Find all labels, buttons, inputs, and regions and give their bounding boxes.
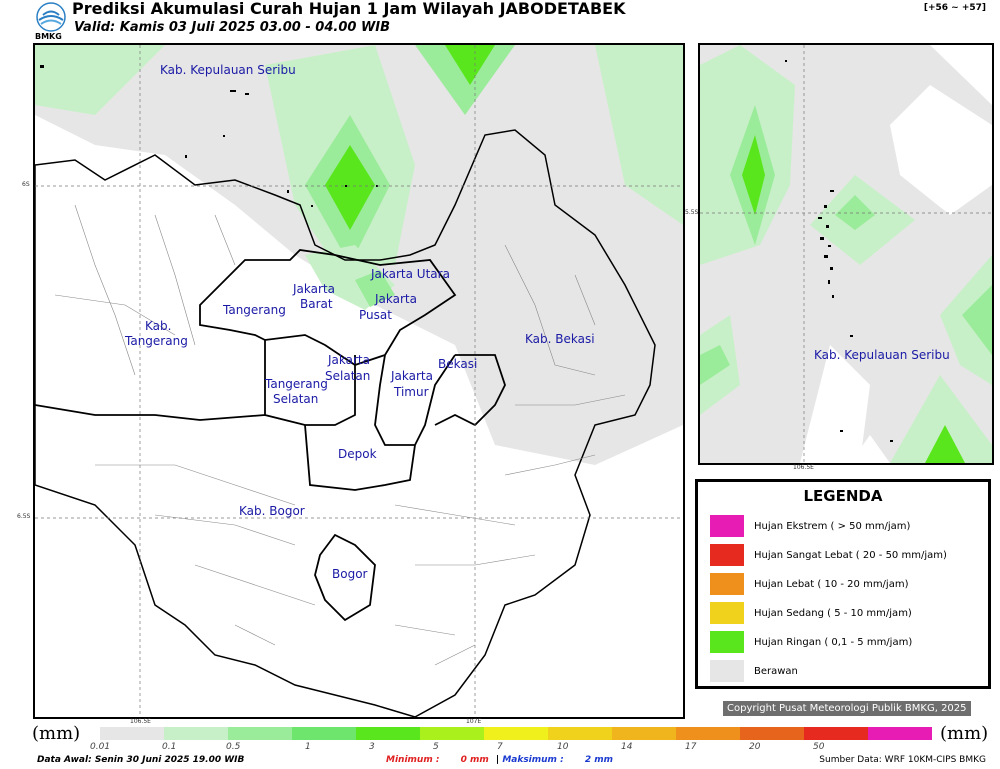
label-kab-bekasi: Kab. Bekasi — [525, 332, 595, 346]
scale-bin — [228, 727, 292, 740]
scale-tick: 1 — [305, 742, 311, 752]
label-kab-tangerang-2: Tangerang — [124, 334, 188, 348]
label-tangerang-selatan: Tangerang — [264, 377, 328, 391]
legend-label: Hujan Sangat Lebat ( 20 - 50 mm/jam) — [754, 549, 947, 561]
legend-swatch — [710, 573, 744, 595]
scale-bin — [548, 727, 612, 740]
grid-label-lon-107e: 107E — [466, 718, 482, 725]
label-jakarta-utara: Jakarta Utara — [370, 267, 450, 281]
scale-tick: 14 — [621, 742, 633, 752]
minimum-label: Minimum : — [386, 755, 440, 765]
forecast-code: [+56 ~ +57] — [923, 3, 986, 13]
inset-map: Kab. Kepulauan Seribu — [698, 43, 994, 465]
page-title: Prediksi Akumulasi Curah Hujan 1 Jam Wil… — [72, 0, 626, 18]
legend-item-sangat-lebat: Hujan Sangat Lebat ( 20 - 50 mm/jam) — [710, 543, 947, 567]
legend-swatch — [710, 660, 744, 682]
inset-grid-label-lat: 5.5S — [685, 209, 699, 216]
legend-swatch — [710, 515, 744, 537]
scale-tick: 17 — [685, 742, 697, 752]
scale-tick: 0.1 — [162, 742, 177, 752]
legend-label: Hujan Ekstrem ( > 50 mm/jam) — [754, 520, 911, 532]
scale-bin — [868, 727, 932, 740]
legend-swatch — [710, 602, 744, 624]
inset-graticule — [700, 45, 992, 463]
footer-data-awal: Data Awal: Senin 30 Juni 2025 19.00 WIB — [37, 755, 245, 765]
legend-swatch — [710, 544, 744, 566]
inset-label-kepulauan-seribu: Kab. Kepulauan Seribu — [814, 348, 950, 362]
label-tangerang: Tangerang — [222, 303, 286, 317]
legend: LEGENDA Hujan Ekstrem ( > 50 mm/jam) Huj… — [695, 479, 991, 689]
scale-bin — [356, 727, 420, 740]
scale-tick: 7 — [497, 742, 503, 752]
scale-bin — [484, 727, 548, 740]
admin-boundaries — [35, 249, 506, 622]
scale-bin — [740, 727, 804, 740]
copyright: Copyright Pusat Meteorologi Publik BMKG,… — [723, 701, 971, 716]
legend-item-sedang: Hujan Sedang ( 5 - 10 mm/jam) — [710, 601, 912, 625]
legend-label: Hujan Ringan ( 0,1 - 5 mm/jam) — [754, 636, 913, 648]
scale-bin — [804, 727, 868, 740]
scale-tick: 10 — [557, 742, 569, 752]
maximum-label: Maksimum : — [502, 755, 564, 765]
legend-item-ringan: Hujan Ringan ( 0,1 - 5 mm/jam) — [710, 630, 912, 654]
label-kab-bogor: Kab. Bogor — [239, 504, 305, 518]
inset-islands — [785, 60, 893, 442]
scale-bin — [420, 727, 484, 740]
legend-label: Hujan Sedang ( 5 - 10 mm/jam) — [754, 607, 912, 619]
maximum-value: 2 mm — [584, 755, 613, 765]
label-jakarta-timur-2: Timur — [393, 385, 429, 399]
legend-item-ekstrem: Hujan Ekstrem ( > 50 mm/jam) — [710, 514, 910, 538]
main-map: Kab. Kepulauan Seribu Jakarta Utara Jaka… — [33, 43, 685, 719]
label-jakarta-pusat-2: Pusat — [359, 308, 392, 322]
graticule — [35, 45, 683, 717]
land-outline — [35, 129, 656, 717]
scale-tick: 5 — [433, 742, 439, 752]
label-jakarta-pusat: Jakarta — [374, 292, 417, 306]
legend-title: LEGENDA — [803, 487, 883, 505]
label-tangerang-selatan-2: Selatan — [273, 392, 318, 406]
label-bogor: Bogor — [332, 567, 368, 581]
label-jakarta-selatan: Jakarta — [327, 353, 370, 367]
label-jakarta-selatan-2: Selatan — [325, 369, 370, 383]
bmkg-logo — [34, 2, 68, 32]
inset-grid-label-lon: 106.5E — [793, 464, 814, 471]
valid-period: Valid: Kamis 03 Juli 2025 03.00 - 04.00 … — [74, 20, 391, 35]
scale-bin — [164, 727, 228, 740]
grid-label-lon-106-5e: 106.5E — [130, 718, 151, 725]
label-jakarta-barat: Jakarta — [292, 282, 335, 296]
label-jakarta-timur: Jakarta — [390, 369, 433, 383]
label-jakarta-barat-2: Barat — [300, 297, 333, 311]
legend-label: Hujan Lebat ( 10 - 20 mm/jam) — [754, 578, 909, 590]
minimum-value: 0 mm — [460, 755, 489, 765]
grid-label-lat-6-5s: 6.5S — [17, 513, 31, 520]
scale-tick: 0.01 — [90, 742, 111, 752]
scale-bin — [612, 727, 676, 740]
scale-tick: 3 — [369, 742, 375, 752]
label-kepulauan-seribu: Kab. Kepulauan Seribu — [160, 63, 296, 77]
grid-label-lat-6s: 6S — [22, 181, 30, 188]
label-bekasi: Bekasi — [438, 357, 477, 371]
scale-tick: 20 — [749, 742, 761, 752]
district-boundaries — [54, 204, 626, 666]
legend-item-lebat: Hujan Lebat ( 10 - 20 mm/jam) — [710, 572, 908, 596]
color-scale — [100, 727, 932, 740]
scale-unit-left: (mm) — [32, 723, 81, 744]
label-depok: Depok — [338, 447, 377, 461]
scale-unit-right: (mm) — [940, 723, 989, 744]
legend-label: Berawan — [754, 665, 798, 677]
minmax-separator: | — [495, 755, 500, 765]
scale-bin — [292, 727, 356, 740]
logo-text: BMKG — [35, 32, 62, 41]
scale-tick: 50 — [813, 742, 825, 752]
footer-source: Sumber Data: WRF 10KM-CIPS BMKG — [819, 755, 986, 765]
scale-bin — [100, 727, 164, 740]
label-kab-tangerang: Kab. — [145, 319, 171, 333]
scale-tick: 0.5 — [226, 742, 241, 752]
legend-item-berawan: Berawan — [710, 659, 798, 683]
scale-bin — [676, 727, 740, 740]
footer-minmax: Minimum : 0 mm | Maksimum : 2 mm — [386, 755, 613, 765]
legend-swatch — [710, 631, 744, 653]
